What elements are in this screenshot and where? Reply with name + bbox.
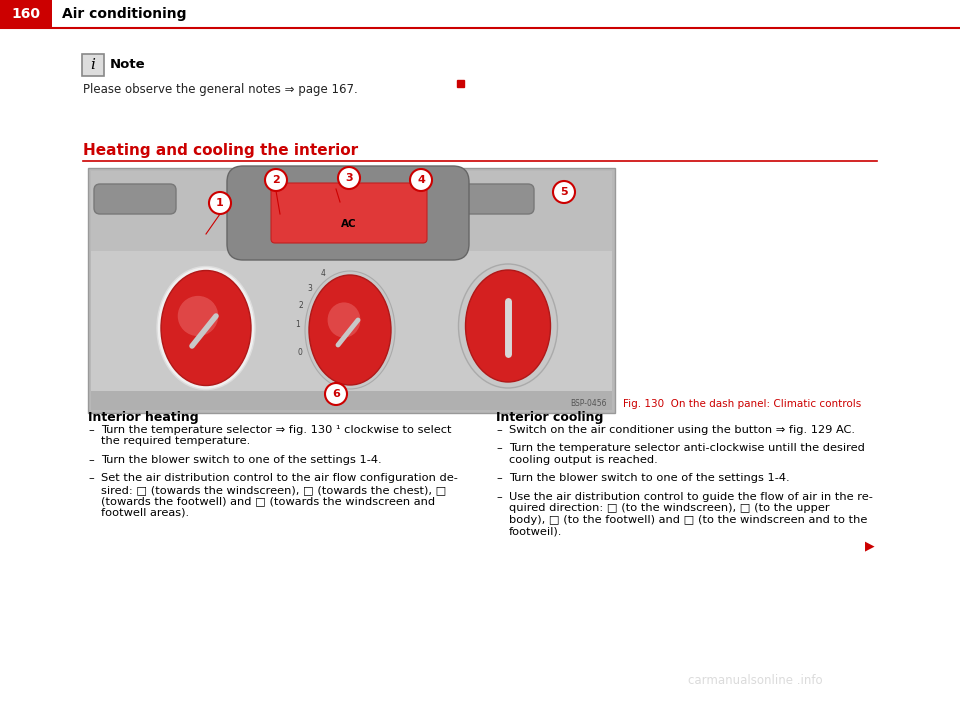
Text: 160: 160 <box>12 7 40 21</box>
Circle shape <box>553 181 575 203</box>
Text: 6: 6 <box>332 389 340 399</box>
Ellipse shape <box>178 296 218 336</box>
Ellipse shape <box>459 264 558 388</box>
Ellipse shape <box>327 302 360 338</box>
Text: body), □ (to the footwell) and □ (to the windscreen and to the: body), □ (to the footwell) and □ (to the… <box>509 515 868 525</box>
Text: 3: 3 <box>346 173 353 183</box>
FancyBboxPatch shape <box>91 171 612 410</box>
Text: 5: 5 <box>561 187 567 197</box>
Text: 4: 4 <box>321 269 326 278</box>
Text: 3: 3 <box>307 284 312 293</box>
Text: 0: 0 <box>298 348 302 357</box>
Text: cooling output is reached.: cooling output is reached. <box>509 455 658 465</box>
Text: AC: AC <box>341 219 357 229</box>
FancyBboxPatch shape <box>94 184 176 214</box>
Ellipse shape <box>161 271 251 386</box>
Bar <box>91 391 612 410</box>
Text: Heating and cooling the interior: Heating and cooling the interior <box>83 143 358 158</box>
Text: –: – <box>496 491 502 502</box>
Text: sired: □ (towards the windscreen), □ (towards the chest), □: sired: □ (towards the windscreen), □ (to… <box>101 485 446 495</box>
Text: Fig. 130  On the dash panel: Climatic controls: Fig. 130 On the dash panel: Climatic con… <box>623 399 861 409</box>
Circle shape <box>209 192 231 214</box>
Text: Please observe the general notes ⇒ page 167.: Please observe the general notes ⇒ page … <box>83 83 358 96</box>
Bar <box>0 0 52 28</box>
Text: 4: 4 <box>417 175 425 185</box>
Text: footwell areas).: footwell areas). <box>101 508 189 518</box>
Text: 2: 2 <box>299 301 303 310</box>
Bar <box>91 171 612 251</box>
Circle shape <box>325 383 347 405</box>
Bar <box>457 80 464 87</box>
FancyBboxPatch shape <box>88 168 615 413</box>
Text: Turn the blower switch to one of the settings 1-4.: Turn the blower switch to one of the set… <box>101 455 382 465</box>
Text: –: – <box>496 444 502 454</box>
Text: (towards the footwell) and □ (towards the windscreen and: (towards the footwell) and □ (towards th… <box>101 496 435 506</box>
Text: 1: 1 <box>295 320 300 329</box>
Ellipse shape <box>309 275 391 385</box>
Ellipse shape <box>305 271 395 389</box>
Text: Turn the blower switch to one of the settings 1-4.: Turn the blower switch to one of the set… <box>509 473 790 483</box>
Text: Note: Note <box>110 58 146 72</box>
Text: –: – <box>496 473 502 483</box>
FancyBboxPatch shape <box>227 166 469 260</box>
Circle shape <box>410 169 432 191</box>
Text: Set the air distribution control to the air flow configuration de-: Set the air distribution control to the … <box>101 473 458 483</box>
Text: Interior heating: Interior heating <box>88 411 199 424</box>
Text: ▶: ▶ <box>865 540 875 552</box>
Circle shape <box>265 169 287 191</box>
Text: Use the air distribution control to guide the flow of air in the re-: Use the air distribution control to guid… <box>509 491 873 502</box>
Text: the required temperature.: the required temperature. <box>101 437 251 447</box>
Text: footweil).: footweil). <box>509 526 563 536</box>
Text: 2: 2 <box>272 175 280 185</box>
Text: –: – <box>88 473 94 483</box>
Text: BSP-0456: BSP-0456 <box>570 399 607 408</box>
Text: Air conditioning: Air conditioning <box>62 7 186 21</box>
Text: Interior cooling: Interior cooling <box>496 411 604 424</box>
Circle shape <box>338 167 360 189</box>
Text: Switch on the air conditioner using the button ⇒ fig. 129 AC.: Switch on the air conditioner using the … <box>509 425 855 435</box>
Text: –: – <box>88 425 94 435</box>
FancyBboxPatch shape <box>82 54 104 76</box>
Text: –: – <box>496 425 502 435</box>
Ellipse shape <box>157 266 255 390</box>
Text: Turn the temperature selector anti-clockwise untill the desired: Turn the temperature selector anti-clock… <box>509 444 865 454</box>
Text: i: i <box>90 58 95 72</box>
FancyBboxPatch shape <box>432 184 534 214</box>
Text: quired direction: □ (to the windscreen), □ (to the upper: quired direction: □ (to the windscreen),… <box>509 503 829 513</box>
Ellipse shape <box>466 270 550 382</box>
Text: carmanualsonline .info: carmanualsonline .info <box>687 674 823 686</box>
Text: 1: 1 <box>216 198 224 208</box>
Text: –: – <box>88 455 94 465</box>
Text: Turn the temperature selector ⇒ fig. 130 ¹ clockwise to select: Turn the temperature selector ⇒ fig. 130… <box>101 425 451 435</box>
FancyBboxPatch shape <box>271 183 427 243</box>
